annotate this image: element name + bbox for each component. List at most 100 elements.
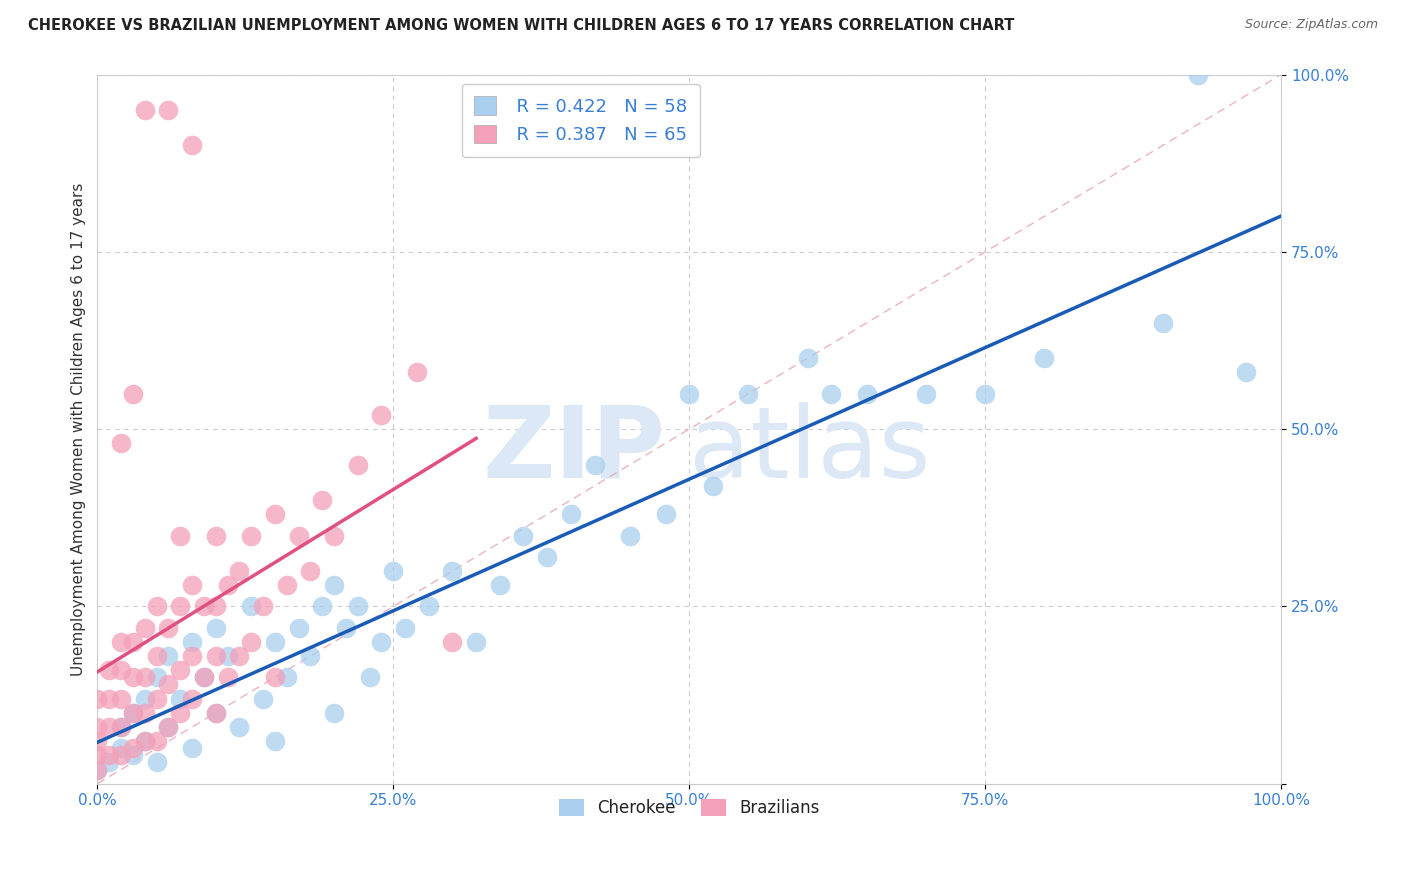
- Point: [370, 408, 392, 422]
- Point: [181, 138, 204, 153]
- Point: [240, 635, 263, 649]
- Point: [204, 706, 226, 720]
- Text: atlas: atlas: [689, 402, 931, 499]
- Point: [193, 670, 215, 684]
- Point: [98, 756, 121, 770]
- Point: [287, 528, 309, 542]
- Point: [98, 691, 121, 706]
- Point: [299, 649, 322, 664]
- Point: [193, 599, 215, 614]
- Point: [86, 763, 108, 777]
- Point: [264, 670, 287, 684]
- Point: [512, 528, 534, 542]
- Point: [654, 507, 676, 521]
- Point: [134, 706, 156, 720]
- Point: [370, 635, 392, 649]
- Point: [86, 720, 108, 734]
- Point: [240, 528, 263, 542]
- Point: [974, 386, 997, 401]
- Point: [169, 706, 191, 720]
- Point: [121, 635, 143, 649]
- Point: [323, 578, 346, 592]
- Point: [488, 578, 510, 592]
- Point: [299, 564, 322, 578]
- Point: [110, 748, 132, 763]
- Point: [382, 564, 405, 578]
- Point: [86, 748, 108, 763]
- Point: [145, 599, 167, 614]
- Point: [98, 748, 121, 763]
- Point: [134, 103, 156, 117]
- Point: [110, 741, 132, 756]
- Point: [121, 386, 143, 401]
- Legend: Cherokee, Brazilians: Cherokee, Brazilians: [551, 790, 828, 825]
- Point: [134, 734, 156, 748]
- Point: [228, 564, 250, 578]
- Point: [204, 528, 226, 542]
- Point: [915, 386, 938, 401]
- Point: [560, 507, 582, 521]
- Point: [619, 528, 641, 542]
- Point: [311, 599, 333, 614]
- Point: [86, 734, 108, 748]
- Point: [157, 677, 180, 691]
- Point: [157, 649, 180, 664]
- Y-axis label: Unemployment Among Women with Children Ages 6 to 17 years: Unemployment Among Women with Children A…: [72, 183, 86, 676]
- Point: [204, 649, 226, 664]
- Point: [110, 436, 132, 450]
- Point: [157, 720, 180, 734]
- Point: [359, 670, 381, 684]
- Point: [217, 670, 239, 684]
- Point: [145, 691, 167, 706]
- Point: [323, 528, 346, 542]
- Point: [121, 706, 143, 720]
- Point: [110, 720, 132, 734]
- Point: [228, 720, 250, 734]
- Point: [134, 670, 156, 684]
- Point: [406, 365, 429, 379]
- Point: [145, 734, 167, 748]
- Point: [121, 741, 143, 756]
- Point: [583, 458, 606, 472]
- Point: [678, 386, 700, 401]
- Point: [134, 734, 156, 748]
- Point: [418, 599, 440, 614]
- Point: [855, 386, 877, 401]
- Point: [441, 635, 464, 649]
- Point: [346, 599, 368, 614]
- Point: [287, 621, 309, 635]
- Point: [121, 706, 143, 720]
- Point: [311, 493, 333, 508]
- Point: [204, 599, 226, 614]
- Point: [145, 756, 167, 770]
- Point: [145, 670, 167, 684]
- Point: [169, 663, 191, 677]
- Point: [1234, 365, 1257, 379]
- Point: [820, 386, 842, 401]
- Point: [181, 691, 204, 706]
- Point: [121, 748, 143, 763]
- Point: [1033, 351, 1056, 366]
- Point: [204, 706, 226, 720]
- Point: [98, 720, 121, 734]
- Point: [157, 720, 180, 734]
- Point: [276, 670, 298, 684]
- Point: [110, 635, 132, 649]
- Point: [181, 578, 204, 592]
- Point: [335, 621, 357, 635]
- Point: [264, 734, 287, 748]
- Point: [1152, 316, 1174, 330]
- Point: [86, 691, 108, 706]
- Point: [181, 741, 204, 756]
- Point: [252, 691, 274, 706]
- Point: [394, 621, 416, 635]
- Point: [217, 649, 239, 664]
- Point: [86, 763, 108, 777]
- Point: [702, 479, 724, 493]
- Point: [110, 691, 132, 706]
- Point: [121, 670, 143, 684]
- Point: [240, 599, 263, 614]
- Point: [169, 599, 191, 614]
- Point: [346, 458, 368, 472]
- Point: [169, 691, 191, 706]
